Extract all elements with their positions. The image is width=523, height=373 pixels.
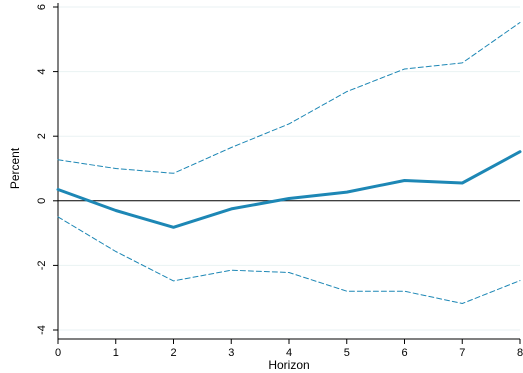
x-tick-label: 6 — [401, 347, 407, 359]
point-estimate-line — [56, 150, 522, 229]
axes — [53, 3, 521, 344]
x-tick-label: 8 — [517, 347, 523, 359]
gridlines — [58, 6, 520, 331]
x-axis-title: Horizon — [268, 358, 309, 372]
series-lines — [56, 22, 522, 304]
x-tick-label: 4 — [286, 347, 292, 359]
lower-confidence-band-line — [57, 216, 521, 304]
x-tick-label: 5 — [344, 347, 350, 359]
x-tick-label: 0 — [55, 347, 61, 359]
y-tick-label: 0 — [36, 198, 48, 204]
y-tick-label: -4 — [36, 325, 48, 335]
y-tick-label: 2 — [36, 133, 48, 139]
x-tick-label: 1 — [113, 347, 119, 359]
y-tick-label: 6 — [36, 4, 48, 10]
x-tick-label: 2 — [170, 347, 176, 359]
upper-confidence-band-line — [57, 22, 521, 174]
y-axis-title: Percent — [8, 147, 22, 189]
y-tick-label: 4 — [36, 69, 48, 75]
x-tick-label: 3 — [228, 347, 234, 359]
tick-labels: -4 -2 0 2 4 6 0 1 2 3 4 5 6 7 8 — [36, 4, 523, 359]
x-tick-label: 7 — [459, 347, 465, 359]
y-tick-label: -2 — [36, 261, 48, 271]
